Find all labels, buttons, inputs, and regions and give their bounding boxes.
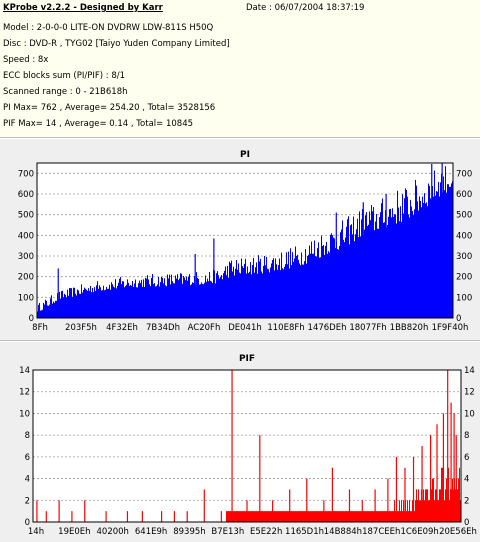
pif-chart-xtick: 641E9h [135, 527, 167, 537]
pif-chart-ytick-right: 2 [464, 496, 469, 506]
pif-chart-xtick: 1165D1h [285, 527, 324, 537]
pi-chart-ytick-right: 600 [456, 190, 472, 200]
scan-date: Date : 06/07/2004 18:37:19 [246, 3, 365, 13]
pif-chart-ytick-right: 0 [464, 518, 469, 528]
info-model: Model : 2-0-0-0 LITE-ON DVDRW LDW-811S H… [3, 23, 214, 33]
info-ecc: ECC blocks sum (PI/PIF) : 8/1 [3, 71, 126, 81]
pif-chart-ytick-left: 8 [25, 431, 30, 441]
pi-chart-title: PI [240, 150, 250, 160]
pi-chart-ytick-right: 300 [456, 252, 472, 262]
pif-chart-xtick: 89395h [173, 527, 205, 537]
pi-chart: PI 0 0 100 100 200 200 300 300 400 400 500 500 600 600… [18, 150, 472, 333]
info-disc: Disc : DVD-R , TYG02 [Taiyo Yuden Compan… [3, 39, 230, 49]
pi-chart-ytick-right: 100 [456, 293, 472, 303]
pi-chart-xtick: DE041h [228, 323, 262, 333]
pi-chart-xtick: 7B34Dh [146, 323, 180, 333]
pif-chart-ytick-right: 10 [464, 409, 475, 419]
pif-chart-ytick-left: 0 [25, 518, 30, 528]
pi-chart-ytick-right: 200 [456, 273, 472, 283]
pif-chart-xtick: 1C6E09h [400, 527, 438, 537]
pif-chart-ytick-left: 14 [19, 366, 30, 376]
pif-chart-ytick-left: 2 [25, 496, 30, 506]
app-title: KProbe v2.2.2 - Designed by Karr [3, 3, 163, 13]
pif-chart-xtick: 19E0Eh [58, 527, 90, 537]
pi-chart-ytick-right: 0 [456, 314, 461, 324]
pif-chart-ytick-left: 4 [25, 475, 30, 485]
pi-chart-ytick-left: 300 [18, 252, 34, 262]
pi-chart-ytick-left: 400 [18, 231, 34, 241]
pi-chart-xtick: 1F9F40h [432, 323, 469, 333]
pif-chart-xtick: E5E22h [250, 527, 282, 537]
pi-chart-ytick-right: 500 [456, 211, 472, 221]
pif-chart-xtick: 20E56Eh [439, 527, 477, 537]
pi-chart-ytick-left: 100 [18, 293, 34, 303]
pif-chart-ytick-right: 4 [464, 475, 469, 485]
pi-chart-xtick: 4F32Eh [106, 323, 138, 333]
pi-chart-ytick-left: 0 [29, 314, 34, 324]
info-panel: KProbe v2.2.2 - Designed by Karr Date : … [0, 0, 480, 138]
pi-chart-ytick-left: 700 [18, 169, 34, 179]
pif-chart-panel: PIF 0 0 2 2 4 4 6 6 8 8 10 10 12 12 14 14 14h 19E0Eh 40200h… [0, 342, 480, 542]
pif-chart-xtick: 187CEEh [362, 527, 400, 537]
pif-chart-title: PIF [239, 354, 255, 364]
info-pi-stats: PI Max= 762 , Average= 254.20 , Total= 3… [3, 103, 216, 113]
pif-chart-xtick: 14B884h [324, 527, 362, 537]
pif-chart-ytick-left: 10 [19, 409, 30, 419]
pi-chart-panel: PI 0 0 100 100 200 200 300 300 400 400 500 500 600 600… [0, 139, 480, 341]
pi-chart-ytick-left: 500 [18, 211, 34, 221]
pi-chart-xtick: 1BB820h [390, 323, 429, 333]
pi-chart-xtick: AC20Fh [188, 323, 221, 333]
pif-chart-ytick-right: 14 [464, 366, 475, 376]
pif-chart-ytick-right: 12 [464, 388, 475, 398]
pi-chart-xtick: 8Fh [32, 323, 48, 333]
pi-chart-ytick-left: 600 [18, 190, 34, 200]
pi-chart-xtick: 18077Fh [349, 323, 386, 333]
pif-chart-ytick-right: 6 [464, 453, 469, 463]
pi-chart-xtick: 203F5h [65, 323, 97, 333]
pi-chart-ytick-right: 400 [456, 231, 472, 241]
pi-chart-ytick-right: 700 [456, 169, 472, 179]
pif-chart-xtick: 40200h [97, 527, 129, 537]
info-range: Scanned range : 0 - 21B618h [3, 87, 128, 97]
pif-chart-xtick: B7E13h [211, 527, 244, 537]
pi-chart-xtick: 1476DEh [308, 323, 347, 333]
info-pif-stats: PIF Max= 14 , Average= 0.14 , Total= 108… [3, 119, 194, 129]
pif-chart: PIF 0 0 2 2 4 4 6 6 8 8 10 10 12 12 14 14 14h 19E0Eh 40200h… [19, 354, 477, 537]
pif-chart-ytick-left: 12 [19, 388, 30, 398]
pif-chart-ytick-left: 6 [25, 453, 30, 463]
pi-chart-xtick: 110E8Fh [267, 323, 304, 333]
info-speed: Speed : 8x [3, 55, 49, 65]
pif-chart-ytick-right: 8 [464, 431, 469, 441]
pif-chart-xtick: 14h [28, 527, 44, 537]
pi-chart-ytick-left: 200 [18, 273, 34, 283]
